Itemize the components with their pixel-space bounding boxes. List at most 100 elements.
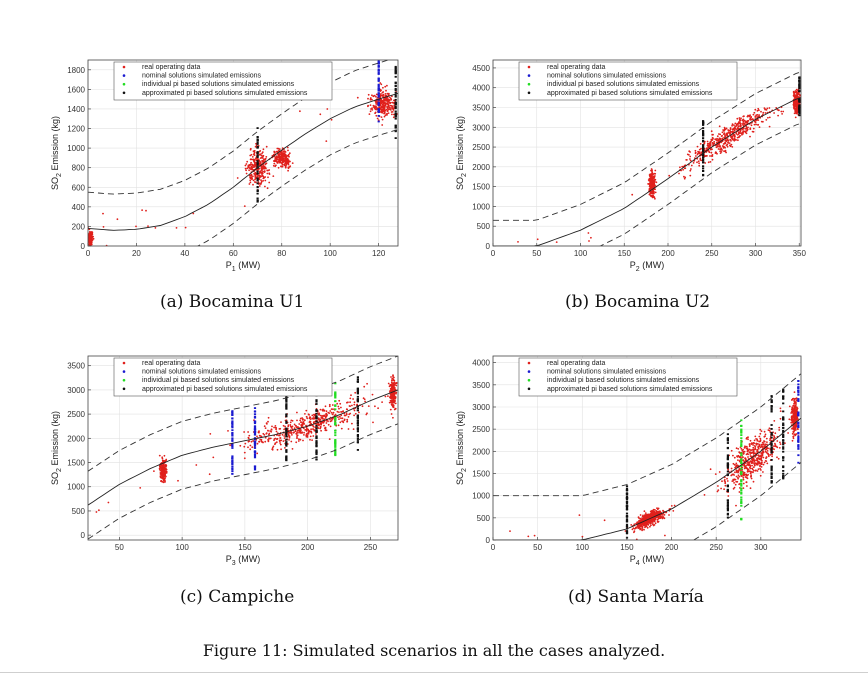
real-data-point	[295, 441, 298, 444]
real-data-point	[90, 238, 92, 240]
real-data-point	[763, 430, 766, 433]
nominal-simulated-point	[231, 434, 234, 437]
real-data-point	[749, 470, 752, 473]
axes-frame	[87, 355, 399, 541]
real-data-point	[268, 433, 270, 436]
real-data-point	[338, 411, 340, 413]
real-data-point	[555, 241, 558, 244]
nominal-simulated-point	[253, 467, 257, 469]
real-data-point	[265, 162, 268, 165]
real-data-point	[707, 161, 710, 164]
real-data-point	[712, 142, 714, 145]
real-data-point	[276, 147, 279, 150]
x-tick-label: 300	[749, 249, 763, 258]
real-data-point	[299, 417, 302, 420]
real-data-point	[369, 98, 372, 101]
real-data-point	[755, 114, 758, 116]
real-data-point	[346, 401, 348, 404]
nominal-simulated-point	[253, 427, 257, 430]
approx-simulated-point	[285, 415, 288, 418]
approx-simulated-point	[798, 83, 801, 86]
real-data-point	[284, 447, 286, 449]
real-data-point	[735, 123, 738, 126]
real-data-point	[762, 441, 764, 444]
x-tick-label: 100	[324, 249, 338, 258]
real-data-point	[796, 406, 798, 409]
approx-simulated-point	[256, 192, 259, 195]
y-tick-label: 800	[72, 164, 86, 173]
real-data-point	[746, 450, 749, 453]
real-data-point	[371, 109, 374, 111]
real-data-point	[243, 445, 246, 448]
real-data-point	[731, 146, 734, 148]
real-data-point	[753, 445, 756, 447]
real-data-point	[247, 431, 250, 433]
real-data-point	[280, 421, 282, 423]
individual-simulated-point	[334, 443, 337, 446]
real-data-point	[270, 429, 273, 431]
real-data-point	[742, 453, 745, 455]
real-data-point	[275, 430, 278, 433]
real-data-point	[648, 516, 651, 518]
approx-simulated-point	[256, 177, 259, 180]
approx-simulated-point	[702, 120, 705, 122]
real-data-point	[287, 163, 290, 166]
real-data-point	[723, 129, 726, 132]
approx-simulated-point	[394, 81, 397, 84]
real-data-point	[708, 151, 711, 153]
real-data-point	[392, 397, 395, 399]
real-data-point	[289, 424, 292, 426]
real-data-point	[328, 405, 331, 408]
real-data-point	[107, 501, 110, 504]
real-data-point	[289, 160, 291, 163]
real-data-point	[757, 468, 760, 471]
real-data-point	[738, 491, 741, 493]
legend-box	[113, 357, 333, 397]
y-tick-label: 400	[72, 203, 86, 212]
real-data-point	[354, 412, 357, 415]
nominal-simulated-point	[231, 437, 234, 440]
approx-simulated-point	[315, 435, 318, 438]
real-data-point	[248, 169, 251, 172]
real-data-point	[654, 197, 656, 200]
real-data-point	[394, 400, 396, 403]
approx-simulated-point	[394, 107, 397, 110]
real-data-point	[749, 439, 752, 442]
real-data-point	[794, 397, 797, 400]
real-data-point	[794, 100, 797, 103]
real-data-point	[274, 443, 276, 446]
approx-simulated-point	[798, 99, 801, 101]
real-data-point	[694, 149, 697, 152]
real-data-point	[739, 130, 741, 133]
y-tick-label: 1800	[67, 66, 85, 75]
real-data-point	[313, 429, 316, 432]
nominal-simulated-point	[253, 433, 257, 436]
real-data-point	[276, 158, 278, 161]
approx-simulated-point	[285, 444, 288, 446]
y-tick-label: 500	[477, 222, 491, 231]
approx-simulated-point	[394, 69, 397, 72]
real-data-point	[271, 425, 273, 428]
real-data-point	[522, 555, 524, 557]
approx-simulated-point	[702, 150, 705, 153]
real-data-point	[301, 432, 303, 434]
real-data-point	[792, 404, 795, 407]
nominal-simulated-point	[377, 83, 380, 86]
real-data-point	[743, 450, 746, 453]
real-data-point	[303, 434, 305, 436]
real-data-point	[722, 143, 725, 145]
real-data-point	[663, 517, 666, 520]
real-data-point	[734, 135, 736, 138]
nominal-simulated-point	[377, 61, 380, 64]
real-data-point	[278, 440, 281, 443]
real-data-point	[587, 232, 590, 234]
legend-label: approximated pi based solutions simulate…	[142, 90, 308, 97]
real-data-point	[650, 174, 653, 177]
real-data-point	[794, 424, 797, 426]
real-data-point	[729, 144, 731, 147]
real-data-point	[278, 160, 280, 162]
nominal-simulated-point	[253, 453, 257, 455]
real-data-point	[369, 110, 372, 113]
real-data-point	[768, 116, 771, 119]
legend-marker-individual	[122, 378, 126, 382]
